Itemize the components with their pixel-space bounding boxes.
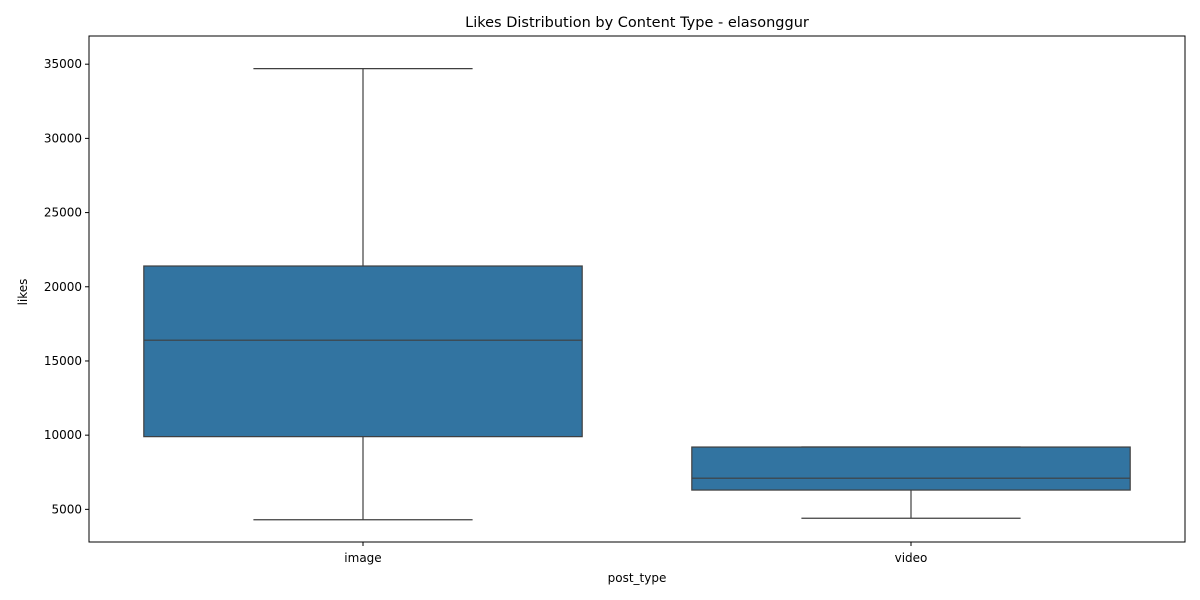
y-tick-label: 30000 bbox=[44, 131, 82, 145]
x-axis-label: post_type bbox=[608, 571, 667, 585]
x-tick-label-video: video bbox=[895, 551, 928, 565]
y-tick-label: 10000 bbox=[44, 428, 82, 442]
y-tick-label: 25000 bbox=[44, 206, 82, 220]
plot-frame bbox=[88, 35, 1186, 543]
x-tick-label-image: image bbox=[344, 551, 381, 565]
y-tick-label: 35000 bbox=[44, 57, 82, 71]
box-video bbox=[691, 446, 1131, 491]
plot-area: 5000 10000 15000 20000 25000 30000 35000 image v… bbox=[44, 57, 1131, 565]
y-tick-label: 5000 bbox=[51, 502, 82, 516]
box-image bbox=[143, 265, 583, 438]
chart-title: Likes Distribution by Content Type - ela… bbox=[465, 15, 809, 31]
y-axis-label: likes bbox=[16, 279, 30, 306]
y-tick-label: 15000 bbox=[44, 354, 82, 368]
y-tick-label: 20000 bbox=[44, 280, 82, 294]
